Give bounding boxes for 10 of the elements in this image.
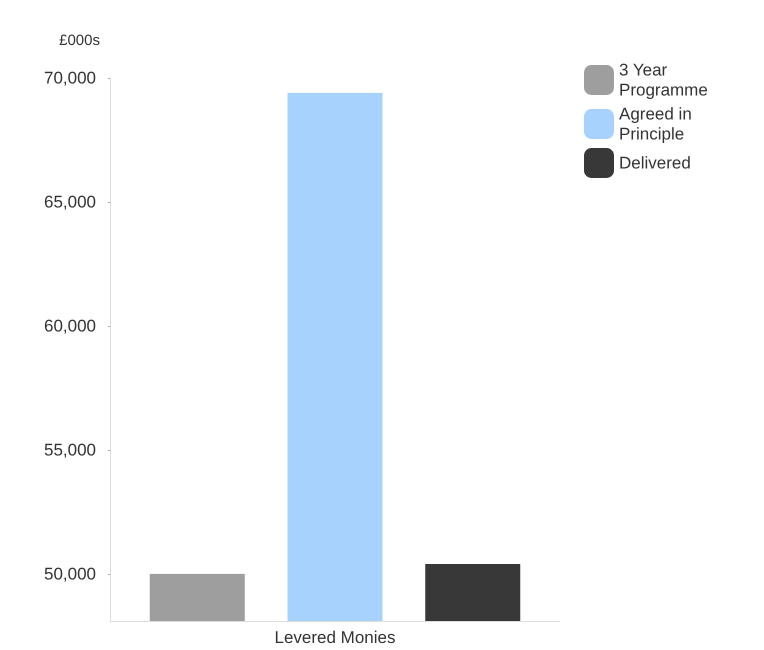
legend-label: Delivered [619,154,691,172]
y-tick-label: 70,000 [44,68,96,88]
legend-label: 3 Year Programme [619,60,708,100]
y-axis-title: £000s [59,32,100,49]
y-tick-label: 50,000 [44,564,96,584]
x-tick-label: Levered Monies [274,628,396,647]
y-tick-label: 55,000 [44,440,96,460]
y-tick-label: 60,000 [44,316,96,336]
legend-label: Agreed in Principle [619,104,696,144]
y-tick-label: 65,000 [44,192,96,212]
